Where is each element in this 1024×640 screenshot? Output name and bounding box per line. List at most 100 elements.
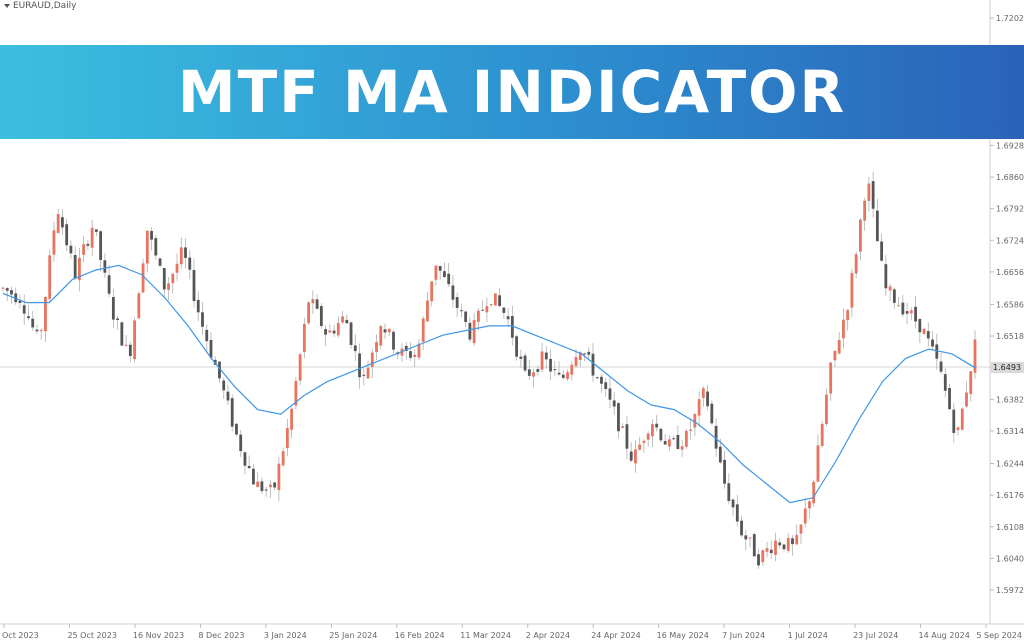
price-tick-label: 1.6382 [996,395,1024,404]
candle-bear [948,388,951,410]
candle-bull [842,319,845,339]
price-tick-label: 1.6040 [996,554,1024,563]
candle-bull [965,392,968,407]
candle-bear [358,353,361,378]
candle-bull [825,394,828,425]
candle-bear [99,231,103,260]
price-tick-label: 1.6518 [996,332,1024,341]
candle-bear [5,288,9,291]
candle-bear [460,310,463,312]
candle-bear [782,544,786,550]
price-tick-label: 1.6314 [996,427,1024,436]
candle-bear [128,344,132,357]
candle-bear [226,391,230,401]
price-tick-label: 1.6108 [996,523,1024,532]
candle-bear [14,293,18,303]
candle-bull [803,508,807,524]
candle-bear [595,377,599,379]
candle-bull [426,300,429,322]
candle-bear [349,322,353,345]
candle-bear [447,273,451,285]
candle-bear [557,372,561,375]
candle-bull [1,287,5,289]
candle-bull [850,273,854,308]
candle-bear [553,369,557,371]
symbol-label: EURAUD,Daily [4,1,76,11]
candle-bear [523,355,527,371]
candle-bull [829,362,833,394]
candle-bull [638,444,642,450]
candle-bear [871,181,875,209]
candle-bull [298,354,302,381]
candle-bull [956,427,960,431]
candle-bear [116,318,120,321]
time-tick-label: 3 Jan 2024 [264,631,307,640]
candle-bear [718,446,722,463]
candle-bear [35,329,39,332]
time-tick-label: 24 Apr 2024 [591,631,640,640]
candle-bear [536,369,540,372]
candle-bear [319,306,323,326]
candle-bull [302,323,306,352]
price-tick-label: 1.6176 [996,491,1024,500]
time-tick-label: 1 Jul 2024 [788,631,828,640]
candle-bear [103,260,107,273]
candle-bear [196,299,200,313]
time-tick-label: 25 Oct 2023 [67,631,116,640]
price-tick-label: 1.6656 [996,268,1024,277]
candle-bear [409,351,412,358]
candle-bull [574,357,578,366]
candle-bear [600,376,603,384]
candle-bull [960,408,964,430]
price-tick-label: 1.6860 [996,173,1024,182]
candle-bull [434,265,438,280]
candle-bull [863,200,867,221]
candle-bull [833,350,837,361]
candle-bear [158,258,162,266]
candle-bear [714,425,718,449]
candle-bull [922,328,926,335]
price-tick-label: 1.6792 [996,205,1024,214]
candle-bear [561,374,565,378]
candle-bull [290,408,294,430]
candle-bull [973,339,977,373]
dropdown-triangle-icon[interactable] [4,4,10,8]
candle-bear [735,504,739,522]
candle-bear [663,441,667,445]
candle-bull [646,433,650,440]
candle-bull [808,501,811,509]
candle-bear [243,452,247,466]
candle-bull [379,326,383,346]
candle-bear [404,345,408,351]
symbol-label-text: EURAUD,Daily [13,1,77,11]
title-banner: MTF MA INDICATOR [0,45,1024,139]
candle-bull [52,230,56,255]
candle-bear [252,468,255,485]
candle-bear [150,230,153,240]
candle-bear [239,434,243,452]
candle-bear [111,297,115,320]
candle-bull [820,423,824,446]
candle-bear [209,340,213,358]
candle-bear [154,238,158,256]
candle-bear [120,322,124,346]
candle-bull [307,302,311,324]
time-axis-labels: Oct 2023 25 Oct 2023 16 Nov 2023 8 Dec 2023… [2,624,1022,640]
candle-bear [73,255,77,279]
candle-bear [455,297,459,308]
candle-bear [744,535,748,540]
candle-bull [748,537,752,539]
candle-bear [86,243,90,246]
candle-bear [345,319,349,324]
candle-bear [655,423,659,428]
candle-bear [875,210,879,242]
candle-bull [532,372,535,377]
candle-bear [914,306,917,322]
candle-bear [65,224,69,246]
candle-bear [723,459,726,484]
candle-bear [757,554,760,566]
candle-bull [489,304,493,306]
candle-bear [201,312,204,327]
candle-bull [969,371,973,394]
candle-bull [413,354,417,358]
